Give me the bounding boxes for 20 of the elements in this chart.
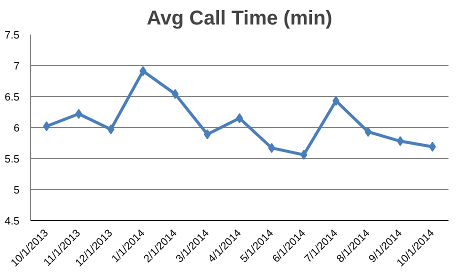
y-tick-label: 4.5: [4, 216, 20, 228]
point: [332, 96, 340, 106]
point: [140, 66, 147, 76]
chart-title: Avg Call Time (min): [146, 8, 332, 30]
point: [268, 142, 276, 153]
y-tick-label: 6.5: [4, 92, 20, 104]
point: [172, 89, 179, 100]
y-tick-label: 6: [14, 122, 20, 134]
y-tick-label: 5: [14, 184, 20, 196]
point: [428, 142, 436, 152]
y-tick-label: 7: [14, 60, 20, 72]
point: [107, 124, 114, 134]
point: [204, 129, 211, 140]
point: [396, 136, 404, 146]
point: [75, 108, 82, 119]
point: [300, 150, 308, 160]
y-tick-label: 7.5: [4, 30, 20, 42]
y-tick-label: 5.5: [4, 154, 20, 166]
point: [43, 121, 50, 132]
point: [364, 126, 372, 137]
